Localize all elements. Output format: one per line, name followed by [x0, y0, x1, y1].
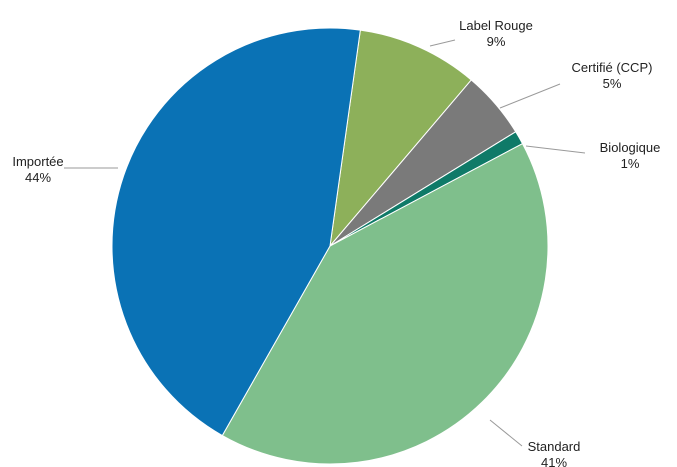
leader-line	[429, 39, 456, 47]
slice-name-label: Label Rouge	[459, 18, 533, 33]
slice-percent-label: 5%	[603, 76, 622, 91]
slice-percent-label: 41%	[541, 455, 567, 467]
leader-lines	[64, 39, 586, 447]
slice-name-label: Standard	[528, 439, 581, 454]
leader-line	[525, 145, 586, 154]
pie-slice-standard	[221, 142, 549, 465]
slice-name-label: Importée	[12, 154, 63, 169]
slice-percent-label: 1%	[621, 156, 640, 171]
leader-line	[489, 419, 523, 447]
leader-line	[499, 83, 561, 109]
slice-name-label: Certifié (CCP)	[572, 60, 653, 75]
slice-percent-label: 44%	[25, 170, 51, 185]
pie-slice-import-e	[111, 27, 361, 437]
slice-percent-label: 9%	[487, 34, 506, 49]
pie-slices	[111, 27, 549, 465]
pie-slice-label-rouge	[329, 29, 472, 248]
slice-name-label: Biologique	[600, 140, 661, 155]
